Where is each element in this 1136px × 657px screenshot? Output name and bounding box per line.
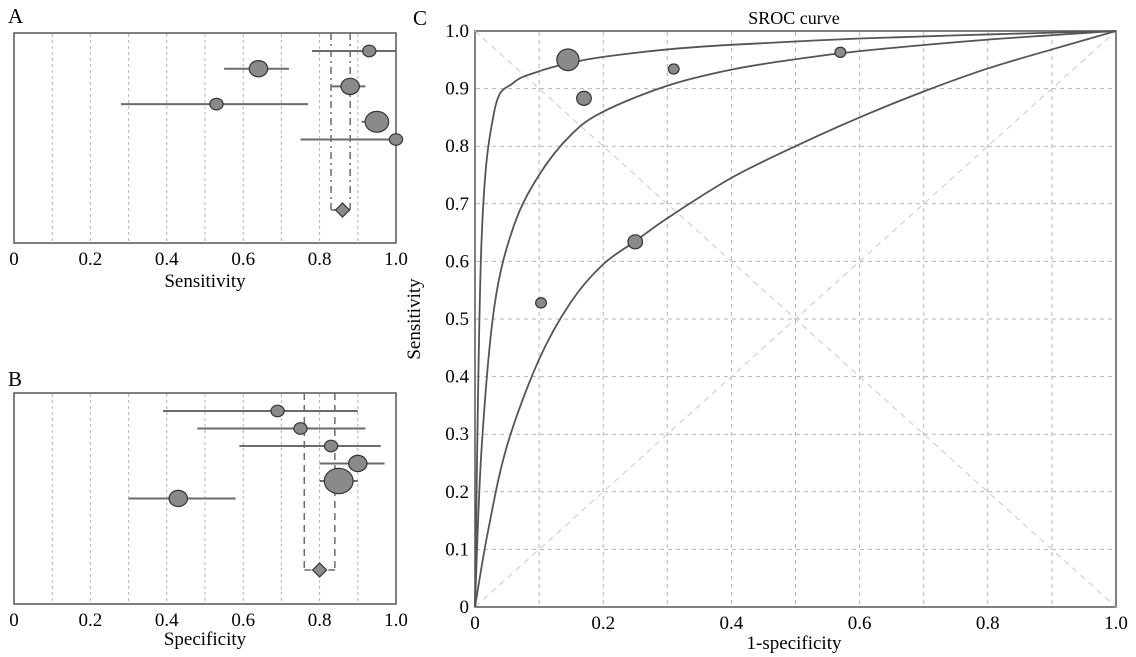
c-y-tick-label: 0.1	[445, 539, 469, 560]
c-y-tick-label: 0	[460, 597, 470, 618]
a-pooled-diamond	[334, 202, 351, 218]
panel-a-letter: A	[8, 4, 24, 28]
b-study-point	[270, 404, 285, 418]
b-x-tick-label: 0	[9, 610, 19, 631]
c-y-tick-label: 0.5	[445, 309, 469, 330]
c-y-tick-label: 0.3	[445, 424, 469, 445]
b-study-point	[323, 439, 339, 453]
panel-c-y-axis-title: Sensitivity	[404, 278, 425, 360]
c-sroc-curve	[474, 30, 1117, 608]
c-y-tick-label: 0.7	[445, 194, 469, 215]
c-y-tick-label: 0.6	[445, 251, 469, 272]
b-x-tick-label: 0.6	[231, 610, 255, 631]
b-x-tick-label: 0.8	[308, 610, 332, 631]
b-x-tick-label: 0.2	[79, 610, 103, 631]
a-study-point	[340, 77, 360, 96]
c-y-tick-label: 1.0	[445, 21, 469, 42]
c-y-tick-label: 0.4	[445, 367, 469, 388]
c-study-point	[627, 234, 644, 250]
c-y-tick-label: 0.8	[445, 136, 469, 157]
a-x-tick-label: 0	[9, 249, 19, 270]
b-study-point	[323, 467, 354, 495]
c-y-tick-label: 0.2	[445, 482, 469, 503]
panel-a-sensitivity-forest-plot: A 0 0.2 0.4 0.6 0.8 1.0 Sensitivity	[8, 4, 408, 292]
c-study-point	[834, 46, 847, 59]
c-study-point	[535, 297, 548, 309]
c-x-tick-label: 0.8	[976, 613, 1000, 634]
a-x-tick-label: 0.6	[231, 249, 255, 270]
panel-b-letter: B	[8, 367, 22, 391]
a-x-tick-label: 1.0	[384, 249, 408, 270]
panel-c-letter: C	[413, 6, 427, 30]
panel-b-specificity-forest-plot: B 0 0.2 0.4 0.6 0.8 1.0 Specificity	[8, 367, 408, 650]
a-study-point	[388, 133, 404, 146]
b-study-point	[347, 454, 368, 473]
panel-c-chart-title: SROC curve	[748, 8, 840, 28]
c-anti-diagonal	[474, 30, 1117, 608]
a-x-tick-label: 0.8	[308, 249, 332, 270]
a-study-point	[364, 110, 390, 133]
a-x-tick-label: 0.4	[155, 249, 179, 270]
c-x-tick-label: 0	[470, 613, 480, 634]
c-x-tick-label: 0.2	[591, 613, 615, 634]
a-study-point	[248, 59, 269, 78]
b-x-tick-label: 0.4	[155, 610, 179, 631]
panel-a-x-axis-title: Sensitivity	[164, 271, 246, 292]
c-x-tick-label: 1.0	[1104, 613, 1128, 634]
b-x-tick-label: 1.0	[384, 610, 408, 631]
b-study-point	[168, 489, 189, 508]
b-study-point	[293, 422, 308, 435]
c-x-tick-label: 0.6	[848, 613, 872, 634]
c-x-tick-label: 0.4	[720, 613, 744, 634]
panel-b-x-axis-title: Specificity	[164, 629, 247, 650]
b-pooled-diamond	[311, 562, 328, 578]
panel-c-x-axis-title: 1-specificity	[747, 633, 842, 654]
a-study-point	[209, 97, 224, 111]
c-study-point	[556, 48, 580, 72]
c-y-tick-label: 0.9	[445, 79, 469, 100]
a-study-point	[362, 44, 377, 58]
c-study-point	[576, 90, 592, 106]
c-sroc-curve	[474, 30, 1117, 608]
c-sroc-curve	[474, 30, 1117, 608]
c-study-point	[667, 63, 680, 75]
panel-c-sroc-plot: C SROC curve 0 0.2 0.4 0.6 0.8 1.0 0 0.1 0.2 0.3 0…	[404, 6, 1128, 654]
a-x-tick-label: 0.2	[79, 249, 103, 270]
